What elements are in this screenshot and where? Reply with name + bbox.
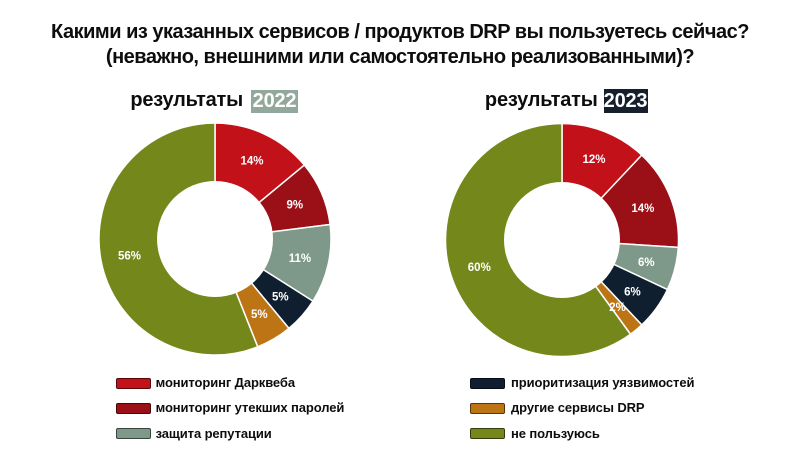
svg-text:56%: 56% bbox=[118, 250, 141, 262]
svg-text:5%: 5% bbox=[251, 309, 268, 321]
svg-text:11%: 11% bbox=[289, 253, 311, 265]
svg-text:5%: 5% bbox=[272, 292, 289, 304]
svg-text:14%: 14% bbox=[240, 155, 263, 167]
svg-text:60%: 60% bbox=[467, 262, 490, 274]
svg-text:6%: 6% bbox=[637, 257, 654, 269]
svg-text:14%: 14% bbox=[631, 203, 654, 215]
svg-text:9%: 9% bbox=[286, 200, 303, 212]
svg-text:12%: 12% bbox=[582, 154, 605, 166]
svg-text:6%: 6% bbox=[624, 286, 641, 298]
svg-text:2%: 2% bbox=[609, 302, 626, 314]
